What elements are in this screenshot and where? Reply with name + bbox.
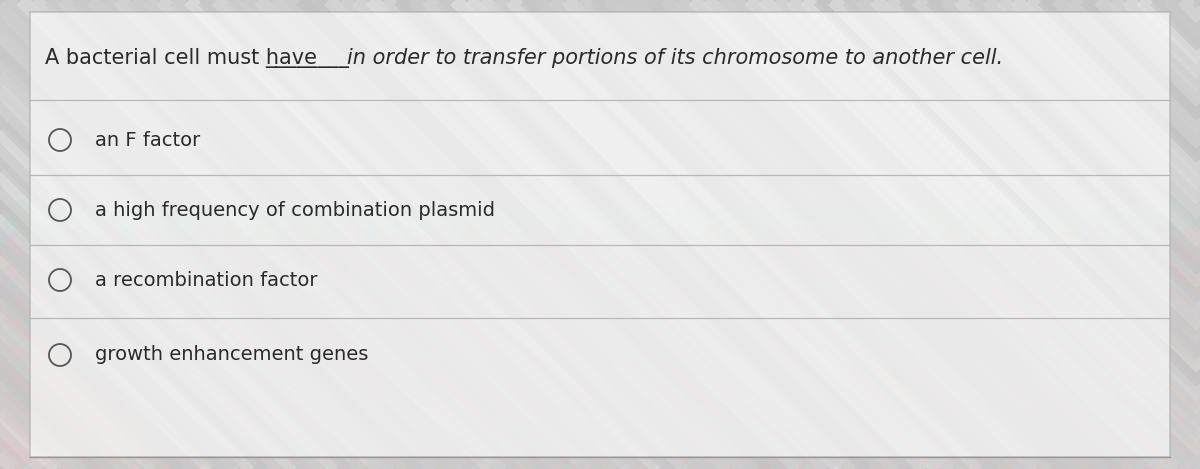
Text: a recombination factor: a recombination factor xyxy=(95,271,318,289)
Text: growth enhancement genes: growth enhancement genes xyxy=(95,346,368,364)
Text: a high frequency of combination plasmid: a high frequency of combination plasmid xyxy=(95,201,496,219)
Text: in order to transfer portions of its chromosome to another cell.: in order to transfer portions of its chr… xyxy=(347,48,1003,68)
Text: ________: ________ xyxy=(265,48,349,68)
Text: A bacterial cell must have: A bacterial cell must have xyxy=(46,48,317,68)
FancyBboxPatch shape xyxy=(30,12,1170,457)
Text: an F factor: an F factor xyxy=(95,130,200,150)
